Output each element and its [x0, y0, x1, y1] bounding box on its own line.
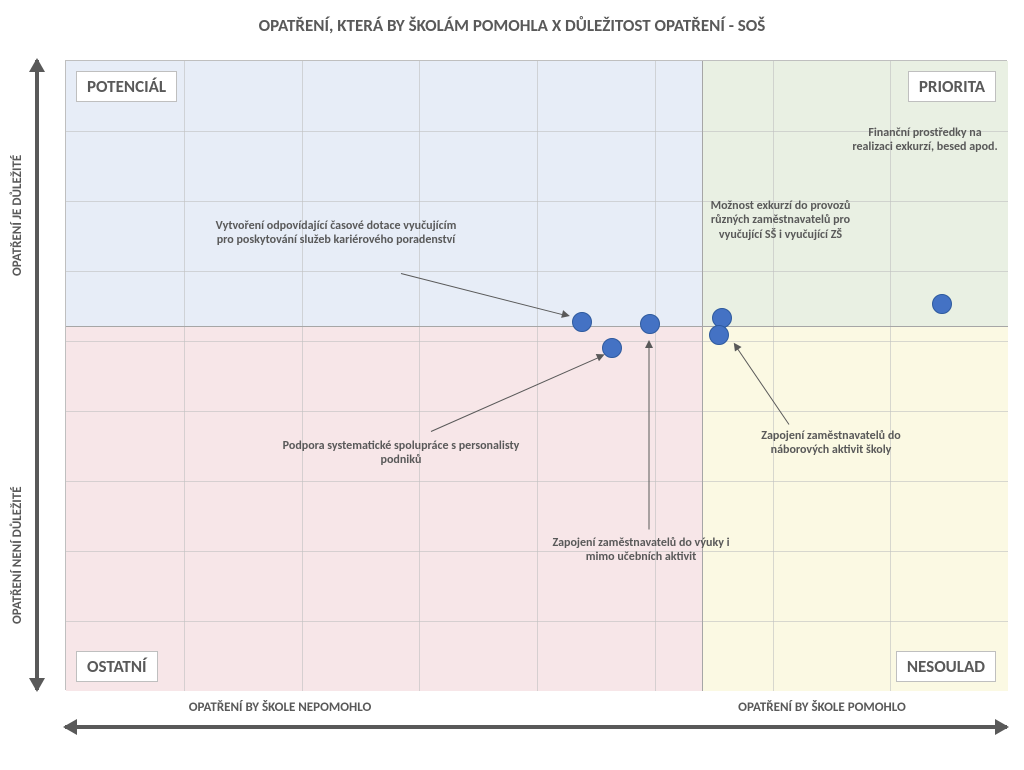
x-axis-label-left: OPATŘENÍ BY ŠKOLE NEPOMOHLO — [105, 700, 455, 715]
x-axis-arrowhead-left — [63, 719, 77, 735]
quadrant-label-potential: POTENCIÁL — [76, 71, 177, 102]
x-axis-arrowhead-right — [995, 719, 1009, 735]
annotation-arrowhead — [645, 340, 653, 348]
data-point — [709, 325, 729, 345]
gridline-h — [66, 271, 1008, 272]
y-axis-arrowhead-bottom — [29, 678, 45, 692]
y-axis-arrow — [35, 60, 39, 690]
y-axis-arrowhead-top — [29, 58, 45, 72]
gridline-h — [66, 551, 1008, 552]
y-axis-label-top: OPATŘENÍ JE DŮLEŽITÉ — [10, 100, 25, 330]
quadrant-label-mismatch: NESOULAD — [896, 651, 996, 682]
gridline-h — [66, 411, 1008, 412]
quadrant-bg — [702, 326, 1008, 691]
gridline-v — [184, 61, 185, 691]
chart-title: OPATŘENÍ, KTERÁ BY ŠKOLÁM POMOHLA X DŮLE… — [0, 15, 1024, 36]
gridline-v — [537, 61, 538, 691]
data-point — [932, 294, 952, 314]
y-axis-label-bottom: OPATŘENÍ NENÍ DŮLEŽITÉ — [10, 440, 25, 670]
gridline-h — [66, 481, 1008, 482]
annotation-text: Zapojení zaměstnavatelů do výuky i mimo … — [541, 536, 741, 565]
data-point — [602, 338, 622, 358]
gridline-v — [419, 61, 420, 691]
plot-area: POTENCIÁL PRIORITA OSTATNÍ NESOULAD Vytvořen… — [65, 60, 1007, 690]
x-axis-label-right: OPATŘENÍ BY ŠKOLE POMOHLO — [647, 700, 997, 715]
annotation-arrow — [649, 345, 650, 530]
quadrant-label-other: OSTATNÍ — [76, 651, 158, 682]
gridline-v — [302, 61, 303, 691]
annotation-text: Finanční prostředky na realizaci exkurzí… — [851, 126, 999, 155]
quadrant-bg — [66, 326, 702, 691]
x-axis-arrow — [65, 725, 1007, 729]
annotation-text: Podpora systematické spolupráce s person… — [271, 439, 531, 468]
chart-container: OPATŘENÍ, KTERÁ BY ŠKOLÁM POMOHLA X DŮLE… — [0, 0, 1024, 770]
gridline-v — [773, 61, 774, 691]
gridline-v — [655, 61, 656, 691]
divider-horizontal — [66, 326, 1008, 327]
divider-vertical — [702, 61, 703, 691]
annotation-text: Zapojení zaměstnavatelů do náborových ak… — [756, 429, 906, 458]
gridline-v — [890, 61, 891, 691]
gridline-h — [66, 341, 1008, 342]
gridline-h — [66, 621, 1008, 622]
annotation-text: Možnost exkurzí do provozů různých zaměs… — [693, 199, 868, 242]
quadrant-label-priority: PRIORITA — [908, 71, 996, 102]
annotation-text: Vytvoření odpovídající časové dotace vyu… — [206, 219, 466, 248]
